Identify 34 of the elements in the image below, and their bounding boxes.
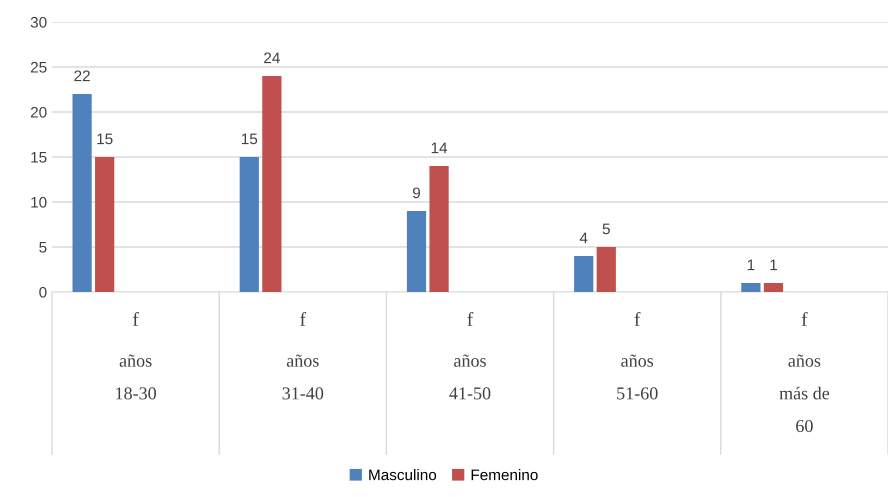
data-label: 1 [748, 260, 754, 270]
bar [741, 283, 761, 292]
bar [262, 76, 282, 292]
legend-label: Masculino [369, 469, 436, 480]
bar [95, 157, 114, 292]
data-label: 15 [97, 134, 113, 144]
y-tick-label: 30 [30, 16, 47, 28]
y-tick-label: 5 [39, 242, 46, 253]
bar [72, 94, 92, 292]
category-label: f años más de 60 [779, 312, 830, 432]
category-label: f años 31-40 [282, 312, 324, 400]
bar [240, 157, 259, 292]
data-label: 4 [580, 232, 588, 244]
y-tick-label: 15 [31, 152, 46, 163]
data-label: 1 [770, 260, 777, 270]
data-label: 14 [432, 142, 448, 154]
data-label: 15 [242, 134, 258, 144]
bar [596, 247, 616, 292]
y-tick-label: 0 [39, 286, 47, 298]
y-tick-label: 20 [30, 106, 47, 118]
data-label: 24 [264, 52, 280, 64]
category-label: f años 18-30 [116, 312, 156, 400]
data-label: 5 [602, 224, 610, 234]
data-label: 9 [412, 187, 420, 198]
y-tick-label: 10 [31, 196, 47, 208]
bar [574, 256, 594, 292]
bar [406, 211, 426, 292]
bar [429, 166, 449, 292]
category-label: f años 51-60 [617, 312, 658, 400]
legend-label: Femenino [472, 469, 538, 480]
bar [764, 283, 784, 292]
category-label: f años 41-50 [449, 312, 490, 400]
data-label: 22 [74, 70, 90, 82]
y-tick-label: 25 [30, 62, 46, 73]
